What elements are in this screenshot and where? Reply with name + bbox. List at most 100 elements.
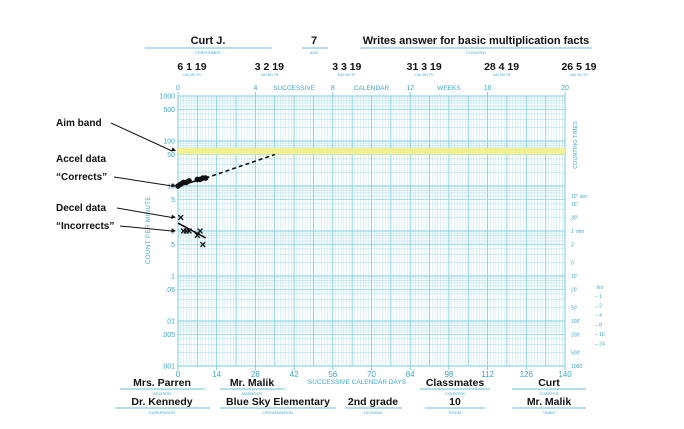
right-tick-label: 15" [571,202,579,208]
date-label: 3 2 19 [255,61,284,73]
decel-marker-stroke [186,228,192,234]
hours-tick-label: – 2 [595,304,602,310]
top-axis-word: SUCCESSIVE [273,85,316,92]
top-tick-label: 16 [484,85,492,92]
x-tick-label: 14 [212,370,221,379]
y-tick-label: 50 [167,152,175,159]
decel-data-point [200,241,206,248]
manager-name: Mr. Malik [230,377,275,389]
celeration-projection-line [205,153,276,179]
decel-data-point [197,228,203,234]
x-tick-label: 140 [558,370,572,379]
right-tick-label: 20' [571,288,578,294]
charter-label: CHARTER [539,391,558,396]
top-tick-label: 8 [331,85,335,92]
date-label: 28 4 19 [484,61,519,73]
advisor-label: ADVISOR [153,391,171,396]
hours-tick-label: – 8 [595,323,602,329]
x-tick-label: 0 [176,370,181,379]
x-axis-label: SUCCESSIVE CALENDAR DAYS [308,379,407,386]
hours-tick-label: – 16 [595,332,605,338]
annotation-arrow-line [119,225,173,232]
chart-header: Curt J. PERFORMER 7 AGE Writes answer fo… [145,35,592,55]
top-tick-label: 20 [561,85,569,92]
y-tick-label: .005 [161,332,175,339]
counter-label: COUNTER [445,391,465,396]
date-sublabel: DAY MO YR [493,73,511,77]
age-value: 7 [311,35,317,47]
x-tick-label: 56 [328,370,337,379]
y-tick-label: 5 [171,197,175,204]
accel-data-point [202,175,209,181]
chart-grid [177,95,566,367]
date-label: 3 3 19 [332,61,361,73]
y-tick-label: 10 [167,184,175,191]
counted-behavior: Writes answer for basic multiplication f… [363,35,590,47]
supervisor-name: Dr. Kennedy [131,396,192,408]
right-tick-label: 500' [571,350,580,356]
celeration-line [177,222,207,239]
y-tick-label: .5 [169,242,175,249]
hours-tick-label: – 4 [595,313,602,319]
hours-label: hrs [597,285,604,291]
chart-annotations: Aim band Accel data “Corrects” Decel data “I… [56,118,176,233]
organization-label: ORGANIZATION [263,410,293,415]
annotation-arrowhead [171,228,176,233]
y-axis-label: COUNT PER MINUTE [146,196,152,264]
chart-footer: Mrs. Parren ADVISOR Mr. Malik MANAGER Cl… [115,377,586,415]
accel-data-point [186,178,192,184]
timer-label: TIMER [543,410,556,415]
annotation-arrow-line [113,176,173,187]
x-tick-label: 42 [290,370,299,379]
annotation-arrowhead [171,214,176,219]
y-tick-label: .001 [161,364,175,371]
decel-data-point [177,214,184,221]
y-tick-label: .05 [165,287,175,294]
date-label: 26 5 19 [561,61,596,73]
y-tick-label: 1000 [159,94,175,101]
right-tick-label: 200' [571,333,580,339]
chart-data-layer [175,153,276,248]
annotation-label: “Incorrects” [56,221,114,232]
advisor-name: Mrs. Parren [133,377,191,389]
right-tick-label: 100' [571,319,580,325]
room-number: 10 [449,396,461,408]
charter-name: Curt [538,377,560,389]
annotation-arrow-line [110,122,173,152]
annotation-arrowhead [171,183,176,188]
decel-marker-stroke [197,228,203,234]
y-tick-label: .1 [169,274,175,281]
hours-tick-label: – 1 [595,294,602,300]
division-name: 2nd grade [348,396,398,408]
x-tick-label: 70 [367,370,376,379]
x-tick-label: 28 [251,370,260,379]
right-tick-label: 5' [571,260,575,266]
decel-data-point [194,232,201,239]
right-tick-label: 50' [571,305,578,311]
timer-name: Mr. Malik [527,396,572,408]
y-tick-label: 500 [163,107,175,114]
right-axis-label: COUNTING TIMES [573,121,579,169]
date-sublabel: DAY MO YR [183,73,201,77]
annotation-label: Aim band [56,118,102,129]
date-sublabel: DAY MO YR [261,73,279,77]
annotation-label: “Corrects” [56,172,107,183]
decel-marker-stroke [200,241,206,248]
x-tick-label: 112 [481,370,494,379]
y-tick-label: 100 [163,139,175,146]
top-axis-word: CALENDAR [354,85,390,92]
right-tick-label: 2' [571,243,575,249]
annotation-label: Decel data [56,203,106,214]
decel-marker-stroke [194,232,201,239]
annotation-arrow-line [116,207,173,218]
aim-band [178,147,565,155]
chart-axes: 1000500100501051.5.1.05.01.005.001COUNT … [146,85,605,386]
performer-name: Curt J. [191,35,226,47]
annotation-arrowhead [171,147,176,152]
date-sublabel: DAY MO YR [415,73,433,77]
performer-label: PERFORMER [195,50,221,55]
right-tick-label: 30" [571,215,579,221]
organization-name: Blue Sky Elementary [226,396,330,408]
